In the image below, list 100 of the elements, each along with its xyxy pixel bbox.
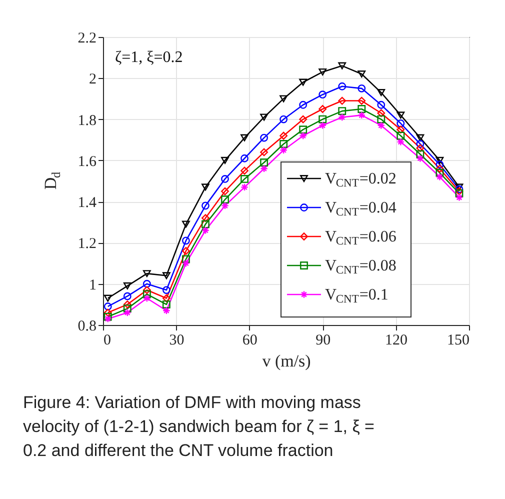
point [240, 183, 248, 192]
point [162, 300, 170, 308]
x-tick-label: 90 [316, 332, 331, 348]
point [280, 95, 288, 102]
x-tick-label: 120 [385, 332, 408, 348]
point [455, 184, 464, 191]
point [377, 115, 386, 124]
point [416, 134, 424, 142]
point [202, 184, 210, 191]
point [377, 100, 386, 109]
point [299, 78, 308, 86]
point [280, 115, 288, 124]
point [202, 226, 210, 234]
point [104, 302, 112, 310]
point [162, 272, 170, 280]
point [280, 140, 288, 148]
point [299, 132, 308, 140]
point [338, 113, 346, 122]
x-tick-label: 60 [242, 332, 258, 348]
point [358, 84, 366, 92]
annotation: ζ=1, ξ=0.2 [115, 49, 183, 66]
caption: Figure 4: Variation of DMF with moving mass velocity of (1-2-1) sandwich beam for ζ = 1, ξ = 0.2 and different the CNT volume fraction [23, 393, 375, 460]
point [123, 308, 132, 317]
point [123, 300, 132, 308]
point [416, 144, 424, 152]
point [455, 194, 464, 202]
x-axis-title: v (m/s) [262, 352, 311, 370]
point [299, 126, 308, 134]
point [299, 115, 308, 124]
point [221, 174, 229, 183]
point [377, 122, 386, 130]
y-tick-label: 2.2 [78, 30, 96, 46]
point [416, 154, 424, 162]
point [416, 150, 424, 158]
point [358, 96, 366, 105]
point [396, 119, 405, 128]
point [123, 292, 132, 300]
point [358, 105, 366, 113]
point [436, 156, 444, 164]
point [299, 100, 308, 109]
point [162, 286, 170, 294]
point [396, 138, 405, 146]
x-tick-label: 30 [169, 332, 184, 348]
point [202, 202, 210, 210]
point [436, 160, 444, 168]
y-tick-label: 2 [89, 72, 96, 88]
point [182, 236, 190, 245]
point [142, 294, 151, 302]
point [221, 187, 229, 196]
point [396, 126, 405, 134]
y-tick-label: 1.2 [78, 236, 96, 252]
point [280, 146, 288, 154]
point [123, 282, 132, 290]
point [162, 294, 170, 302]
point [318, 105, 327, 113]
point [202, 214, 210, 222]
point [416, 140, 424, 148]
point [221, 156, 229, 164]
point [162, 306, 170, 315]
point [260, 164, 268, 173]
point [182, 220, 190, 228]
point [338, 96, 346, 105]
point [221, 196, 229, 204]
point [260, 148, 268, 156]
point [358, 111, 366, 120]
point [202, 220, 210, 228]
point [280, 132, 288, 140]
point [338, 82, 346, 90]
point [240, 166, 248, 175]
y-tick-label: 1 [89, 277, 96, 294]
point [123, 304, 132, 312]
point [436, 168, 444, 177]
point [318, 90, 327, 99]
x-tick-label: 150 [447, 332, 470, 348]
point [260, 114, 268, 121]
point [104, 308, 112, 317]
point [182, 259, 190, 268]
y-axis-title: Dd [41, 172, 64, 190]
point [142, 286, 151, 294]
x-tick-label: 0 [104, 332, 111, 348]
y-tick-label: 1.6 [78, 154, 97, 170]
point [142, 280, 151, 288]
point [182, 255, 190, 264]
point [396, 112, 405, 119]
point [318, 68, 327, 76]
point [182, 246, 190, 255]
point [338, 62, 346, 70]
point [104, 294, 112, 302]
point [338, 107, 346, 116]
y-tick-label: 0.8 [78, 318, 96, 334]
point [436, 164, 444, 173]
point [142, 290, 151, 298]
point [318, 122, 327, 130]
point [221, 202, 229, 210]
point [240, 154, 248, 162]
point [318, 115, 327, 124]
point [260, 158, 268, 166]
point [260, 134, 268, 142]
point [396, 132, 405, 140]
point [142, 270, 151, 278]
